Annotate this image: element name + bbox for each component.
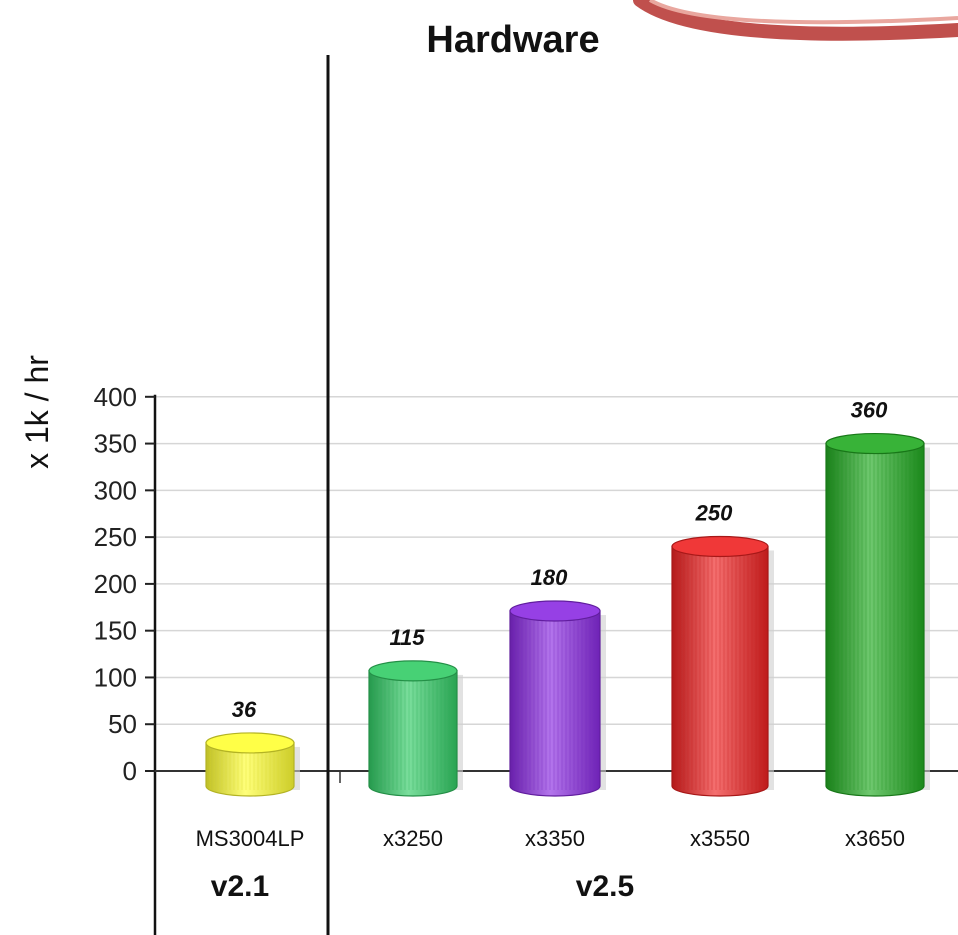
- bar-x3350: [509, 600, 606, 797]
- value-labels: 36 115 180 250 360: [232, 398, 888, 722]
- bar-x3650: [825, 432, 930, 797]
- bar-x3550: [671, 535, 774, 797]
- bars: [205, 432, 930, 797]
- y-tick-label: 0: [123, 756, 137, 786]
- bar-x3250: [368, 660, 463, 797]
- group-labels: v2.1 v2.5: [211, 870, 634, 903]
- category-label: x3550: [690, 826, 750, 851]
- chart-title: Hardware: [426, 19, 599, 61]
- y-tick-label: 150: [94, 616, 137, 646]
- category-label: MS3004LP: [196, 826, 305, 851]
- y-axis-label: x 1k / hr: [19, 355, 55, 469]
- bar-body: [509, 610, 601, 797]
- value-label: 250: [695, 500, 733, 525]
- corner-ring-decoration: [633, 0, 958, 41]
- y-tick-label: 400: [94, 382, 137, 412]
- y-tick-label: 50: [108, 709, 137, 739]
- group-label: v2.5: [576, 870, 634, 903]
- y-tick-label: 100: [94, 662, 137, 692]
- bar-top: [205, 732, 295, 754]
- value-label: 360: [851, 398, 888, 423]
- bar-body: [825, 442, 925, 797]
- bar-top: [368, 660, 458, 682]
- y-tick-label: 250: [94, 522, 137, 552]
- category-label: x3650: [845, 826, 905, 851]
- bar-top: [825, 432, 925, 455]
- group-label: v2.1: [211, 870, 269, 903]
- value-label: 180: [531, 565, 568, 590]
- category-label: x3250: [383, 826, 443, 851]
- bar-MS3004LP: [205, 732, 300, 797]
- value-label: 115: [389, 625, 425, 650]
- bar-top: [509, 600, 601, 622]
- y-tick-label: 350: [94, 429, 137, 459]
- bar-top: [671, 535, 769, 558]
- value-label: 36: [232, 697, 257, 722]
- category-label: x3350: [525, 826, 585, 851]
- y-tick-labels: 0 50 100 150 200 250 300 350 400: [94, 382, 155, 786]
- y-tick-label: 200: [94, 569, 137, 599]
- y-tick-label: 300: [94, 475, 137, 505]
- category-labels: MS3004LP x3250 x3350 x3550 x3650: [196, 826, 905, 851]
